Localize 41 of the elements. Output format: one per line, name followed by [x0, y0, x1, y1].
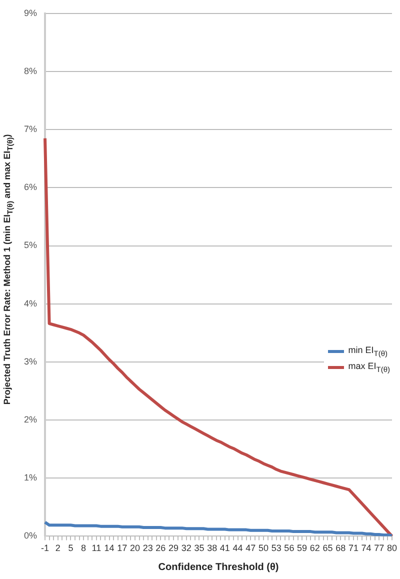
legend-label: min EI$_{T(θ)}$: [348, 345, 388, 358]
x-tick-label: 53: [271, 543, 282, 554]
x-tick-label: 32: [181, 543, 192, 554]
x-tick-label: 77: [374, 543, 384, 554]
x-tick-label: 50: [258, 543, 268, 554]
x-tick-label: 44: [232, 543, 243, 554]
x-tick-label: 47: [246, 543, 256, 554]
x-tick-label: 68: [336, 543, 346, 554]
legend-label: max EI$_{T(θ)}$: [348, 360, 390, 374]
x-tick-label: 8: [81, 543, 86, 554]
y-tick-label: 7%: [24, 124, 38, 134]
x-tick-label: 38: [207, 543, 218, 554]
x-axis-title: Confidence Threshold (θ): [158, 562, 279, 573]
y-tick-label: 4%: [24, 298, 38, 308]
x-tick-label: 35: [194, 543, 204, 554]
x-tick-label: -1: [41, 543, 50, 554]
x-tick-label: 71: [348, 543, 358, 554]
x-tick-label: 56: [284, 543, 294, 554]
y-tick-label: 6%: [24, 182, 38, 192]
x-tick-label: 5: [68, 543, 74, 554]
x-tick-label: 74: [361, 543, 372, 554]
y-tick-label: 8%: [24, 66, 38, 76]
x-tick-label: 59: [297, 543, 308, 554]
y-tick-label: 0%: [24, 530, 38, 541]
x-tick-label: 23: [142, 543, 153, 554]
y-tick-label: 1%: [24, 472, 38, 483]
x-tick-label: 2: [55, 543, 60, 554]
x-tick-label: 62: [310, 543, 320, 554]
y-tick-label: 9%: [24, 8, 38, 18]
x-tick-label: 26: [156, 543, 166, 554]
x-tick-label: 14: [104, 543, 114, 554]
x-tick-label: 20: [130, 543, 140, 554]
y-tick-label: 2%: [24, 414, 38, 425]
x-tick-label: 80: [386, 543, 397, 554]
y-tick-label: 3%: [24, 356, 38, 366]
x-tick-label: 11: [92, 543, 102, 554]
x-tick-label: 29: [168, 543, 179, 554]
y-tick-label: 5%: [24, 240, 38, 250]
x-tick-label: 65: [322, 543, 333, 554]
x-tick-label: 41: [220, 543, 230, 554]
x-tick-label: 17: [117, 543, 128, 554]
